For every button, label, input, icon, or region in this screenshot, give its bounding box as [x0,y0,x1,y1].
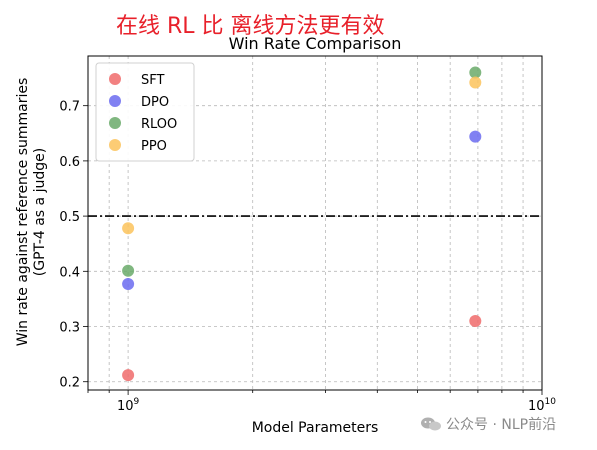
x-tick-label: 109 [117,397,140,414]
point-ppo [469,76,482,89]
y-axis-label: Win rate against reference summaries (GP… [15,78,48,347]
y-tick-label: 0.7 [59,100,80,115]
point-dpo [122,278,135,291]
wechat-icon [421,417,441,431]
data-points [122,66,482,382]
chart-title: Win Rate Comparison [229,34,402,53]
axis-ticks: 0.2 0.3 0.4 0.5 0.6 0.7 109 1010 [59,100,556,414]
watermark: 公众号 · NLP前沿 [420,414,556,434]
point-rloo [469,66,482,79]
x-tick-label: 1010 [528,397,556,414]
legend-label-sft: SFT [141,73,165,88]
y-tick-label: 0.3 [59,321,80,336]
watermark-text: 公众号 · NLP前沿 [446,417,557,433]
x-axis-label: Model Parameters [252,420,379,436]
point-dpo [469,130,482,143]
point-sft [469,314,482,327]
y-tick-label: 0.4 [59,265,80,280]
legend-marker-ppo [109,139,121,151]
y-axis-label-line-1: Win rate against reference summaries [15,78,31,347]
legend-label-ppo: PPO [141,139,167,154]
point-rloo [122,264,135,277]
point-sft [122,369,135,382]
plot-frame [87,55,543,391]
legend-marker-sft [109,73,121,85]
overlay-title: 在线 RL 比 离线方法更有效 [116,14,385,39]
legend-marker-rloo [109,117,121,129]
y-axis-label-line-2: (GPT-4 as a judge) [32,148,48,276]
point-ppo [122,222,135,235]
y-tick-label: 0.5 [59,210,80,225]
y-tick-label: 0.6 [59,155,80,170]
legend-label-rloo: RLOO [141,117,177,132]
legend-box [95,62,195,162]
y-tick-label: 0.2 [59,376,80,391]
legend-label-dpo: DPO [141,95,169,110]
legend: SFT DPO RLOO PPO [95,62,195,162]
legend-marker-dpo [109,95,121,107]
